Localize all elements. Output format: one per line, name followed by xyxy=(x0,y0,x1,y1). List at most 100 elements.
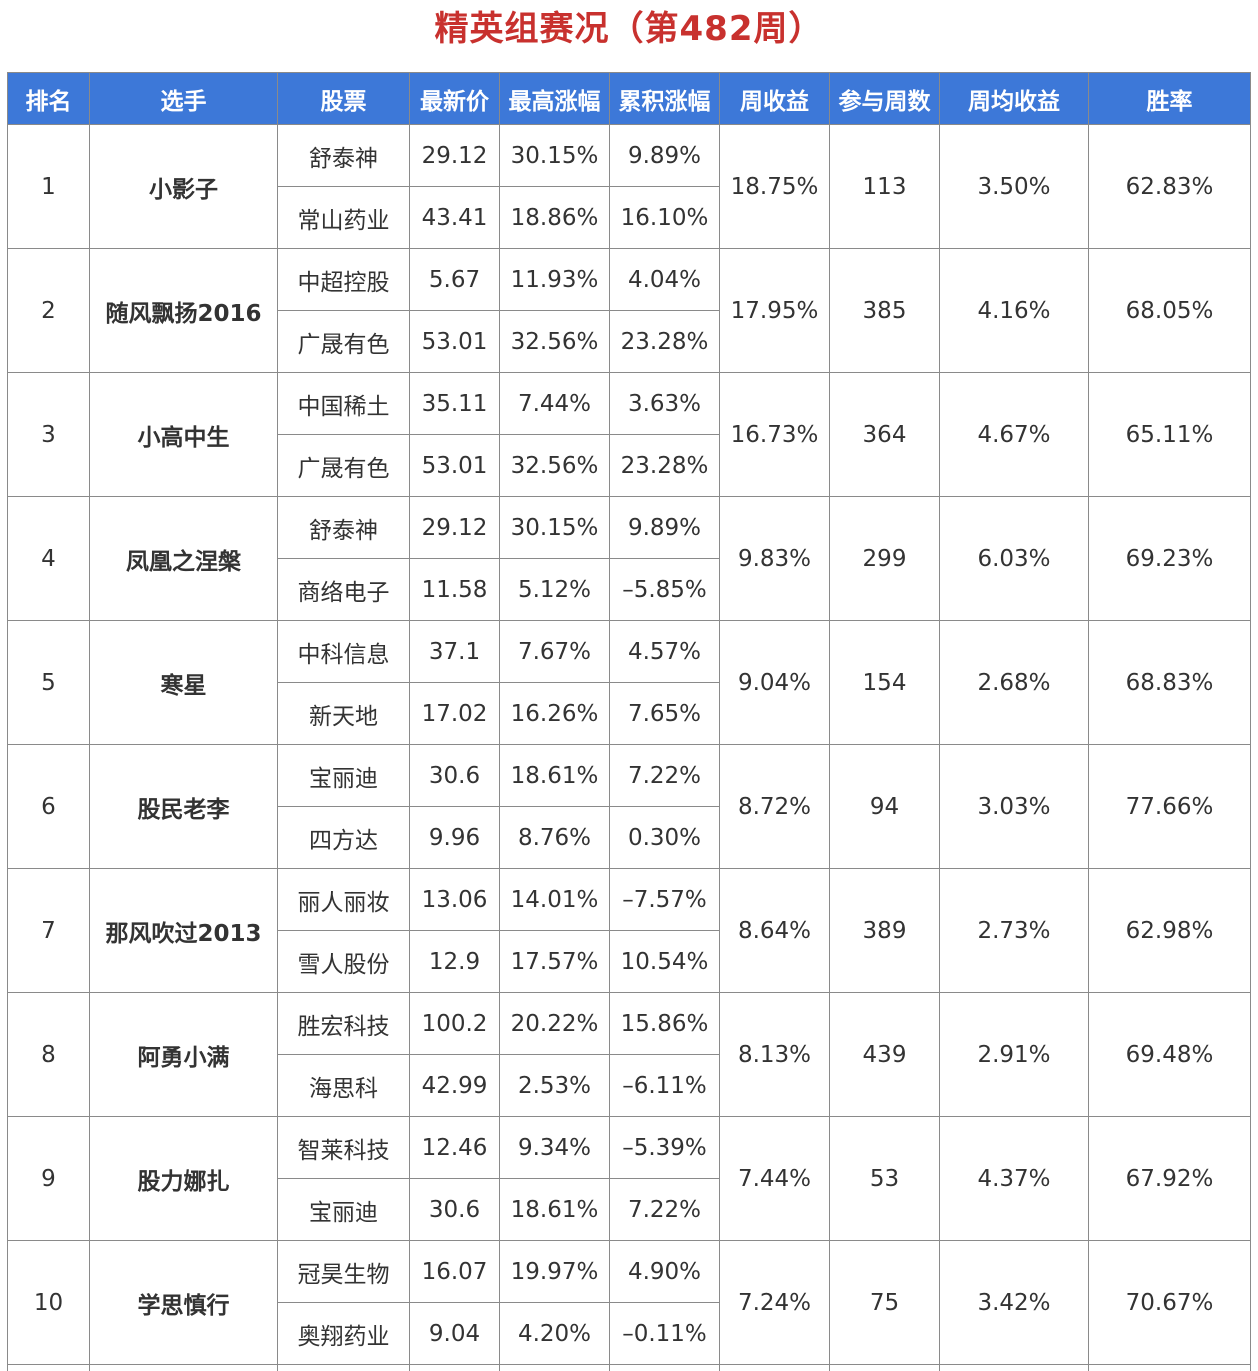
max-gain-cell: 5.12% xyxy=(500,559,610,621)
column-header-rank[interactable]: 排名 xyxy=(8,73,90,125)
player-name-link[interactable]: 那风吹过2013 xyxy=(90,869,278,993)
max-gain-cell: 19.97% xyxy=(500,1241,610,1303)
player-name-link[interactable]: 凤凰之涅槃 xyxy=(90,497,278,621)
column-header-win-rate[interactable]: 胜率 xyxy=(1089,73,1251,125)
latest-price-cell: 37.1 xyxy=(410,621,500,683)
cumulative-gain-cell: 7.65% xyxy=(610,683,720,745)
cumulative-gain-cell: 7.22% xyxy=(610,1179,720,1241)
stock-name-link[interactable]: 宝丽迪 xyxy=(278,1179,410,1241)
cumulative-gain-cell: –5.39% xyxy=(610,1117,720,1179)
cumulative-gain-cell: 23.28% xyxy=(610,435,720,497)
empty-cell xyxy=(90,1365,278,1371)
cumulative-gain-cell: 23.28% xyxy=(610,311,720,373)
column-header-player[interactable]: 选手 xyxy=(90,73,278,125)
stock-name-link[interactable]: 海思科 xyxy=(278,1055,410,1117)
win-rate-cell: 65.11% xyxy=(1089,373,1251,497)
stock-name-link[interactable]: 胜宏科技 xyxy=(278,993,410,1055)
weekly-return-cell: 17.95% xyxy=(720,249,830,373)
stock-name-link[interactable]: 四方达 xyxy=(278,807,410,869)
win-rate-cell: 77.66% xyxy=(1089,745,1251,869)
max-gain-cell: 30.15% xyxy=(500,497,610,559)
column-header-weeks-participated[interactable]: 参与周数 xyxy=(830,73,940,125)
latest-price-cell: 30.6 xyxy=(410,1179,500,1241)
stock-name-link[interactable]: 舒泰神 xyxy=(278,497,410,559)
stock-name-link[interactable]: 宝丽迪 xyxy=(278,745,410,807)
stock-name-link[interactable]: 奥翔药业 xyxy=(278,1303,410,1365)
column-header-max-gain[interactable]: 最高涨幅 xyxy=(500,73,610,125)
stock-name-link[interactable]: 冠昊生物 xyxy=(278,1241,410,1303)
latest-price-cell: 12.46 xyxy=(410,1117,500,1179)
max-gain-cell: 7.67% xyxy=(500,621,610,683)
avg-weekly-return-cell: 2.73% xyxy=(940,869,1089,993)
stock-name-link[interactable]: 舒泰神 xyxy=(278,125,410,187)
column-header-weekly-return[interactable]: 周收益 xyxy=(720,73,830,125)
stock-name-link[interactable]: 广晟有色 xyxy=(278,311,410,373)
stock-name-link[interactable]: 雪人股份 xyxy=(278,931,410,993)
stock-name-link[interactable]: 丽人丽妆 xyxy=(278,869,410,931)
stock-name-link[interactable]: 商络电子 xyxy=(278,559,410,621)
column-header-avg-weekly-return[interactable]: 周均收益 xyxy=(940,73,1089,125)
weekly-return-cell: 8.72% xyxy=(720,745,830,869)
latest-price-cell: 53.01 xyxy=(410,311,500,373)
player-name-link[interactable]: 小高中生 xyxy=(90,373,278,497)
player-name-link[interactable]: 小影子 xyxy=(90,125,278,249)
max-gain-cell: 32.56% xyxy=(500,311,610,373)
avg-weekly-return-cell: 2.91% xyxy=(940,993,1089,1117)
stock-name-link[interactable]: 常山药业 xyxy=(278,187,410,249)
stock-name-link[interactable]: 中科信息 xyxy=(278,621,410,683)
weekly-return-cell: 16.73% xyxy=(720,373,830,497)
cumulative-gain-cell: –6.11% xyxy=(610,1055,720,1117)
player-name-link[interactable]: 学思慎行 xyxy=(90,1241,278,1365)
player-name-link[interactable]: 寒星 xyxy=(90,621,278,745)
weeks-participated-cell: 385 xyxy=(830,249,940,373)
max-gain-cell: 8.76% xyxy=(500,807,610,869)
cumulative-gain-cell: 9.89% xyxy=(610,497,720,559)
max-gain-cell: 7.44% xyxy=(500,373,610,435)
empty-cell xyxy=(278,1365,410,1371)
weekly-return-cell: 9.04% xyxy=(720,621,830,745)
stock-name-link[interactable]: 广晟有色 xyxy=(278,435,410,497)
rank-cell: 5 xyxy=(8,621,90,745)
max-gain-cell: 11.93% xyxy=(500,249,610,311)
cumulative-gain-cell: 3.63% xyxy=(610,373,720,435)
empty-cell xyxy=(830,1365,940,1371)
latest-price-cell: 29.12 xyxy=(410,125,500,187)
empty-cell xyxy=(8,1365,90,1371)
stock-name-link[interactable]: 新天地 xyxy=(278,683,410,745)
avg-weekly-return-cell: 4.37% xyxy=(940,1117,1089,1241)
max-gain-cell: 20.22% xyxy=(500,993,610,1055)
empty-cell xyxy=(940,1365,1089,1371)
weekly-return-cell: 8.13% xyxy=(720,993,830,1117)
latest-price-cell: 29.12 xyxy=(410,497,500,559)
column-header-cumulative-gain[interactable]: 累积涨幅 xyxy=(610,73,720,125)
player-name-link[interactable]: 随风飘扬2016 xyxy=(90,249,278,373)
latest-price-cell: 16.07 xyxy=(410,1241,500,1303)
weeks-participated-cell: 53 xyxy=(830,1117,940,1241)
header-row: 排名 选手 股票 最新价 最高涨幅 累积涨幅 周收益 参与周数 周均收益 胜率 xyxy=(8,73,1251,125)
stock-name-link[interactable]: 中国稀土 xyxy=(278,373,410,435)
avg-weekly-return-cell: 2.68% xyxy=(940,621,1089,745)
weeks-participated-cell: 364 xyxy=(830,373,940,497)
rank-cell: 1 xyxy=(8,125,90,249)
column-header-stock[interactable]: 股票 xyxy=(278,73,410,125)
cumulative-gain-cell: 16.10% xyxy=(610,187,720,249)
player-name-link[interactable]: 股民老李 xyxy=(90,745,278,869)
latest-price-cell: 9.96 xyxy=(410,807,500,869)
column-header-latest-price[interactable]: 最新价 xyxy=(410,73,500,125)
empty-cell xyxy=(410,1365,500,1371)
player-name-link[interactable]: 阿勇小满 xyxy=(90,993,278,1117)
weeks-participated-cell: 94 xyxy=(830,745,940,869)
stock-name-link[interactable]: 智莱科技 xyxy=(278,1117,410,1179)
latest-price-cell: 11.58 xyxy=(410,559,500,621)
rank-cell: 3 xyxy=(8,373,90,497)
player-name-link[interactable]: 股力娜扎 xyxy=(90,1117,278,1241)
avg-weekly-return-cell: 3.50% xyxy=(940,125,1089,249)
stock-name-link[interactable]: 中超控股 xyxy=(278,249,410,311)
empty-cell xyxy=(610,1365,720,1371)
cumulative-gain-cell: 4.90% xyxy=(610,1241,720,1303)
latest-price-cell: 17.02 xyxy=(410,683,500,745)
